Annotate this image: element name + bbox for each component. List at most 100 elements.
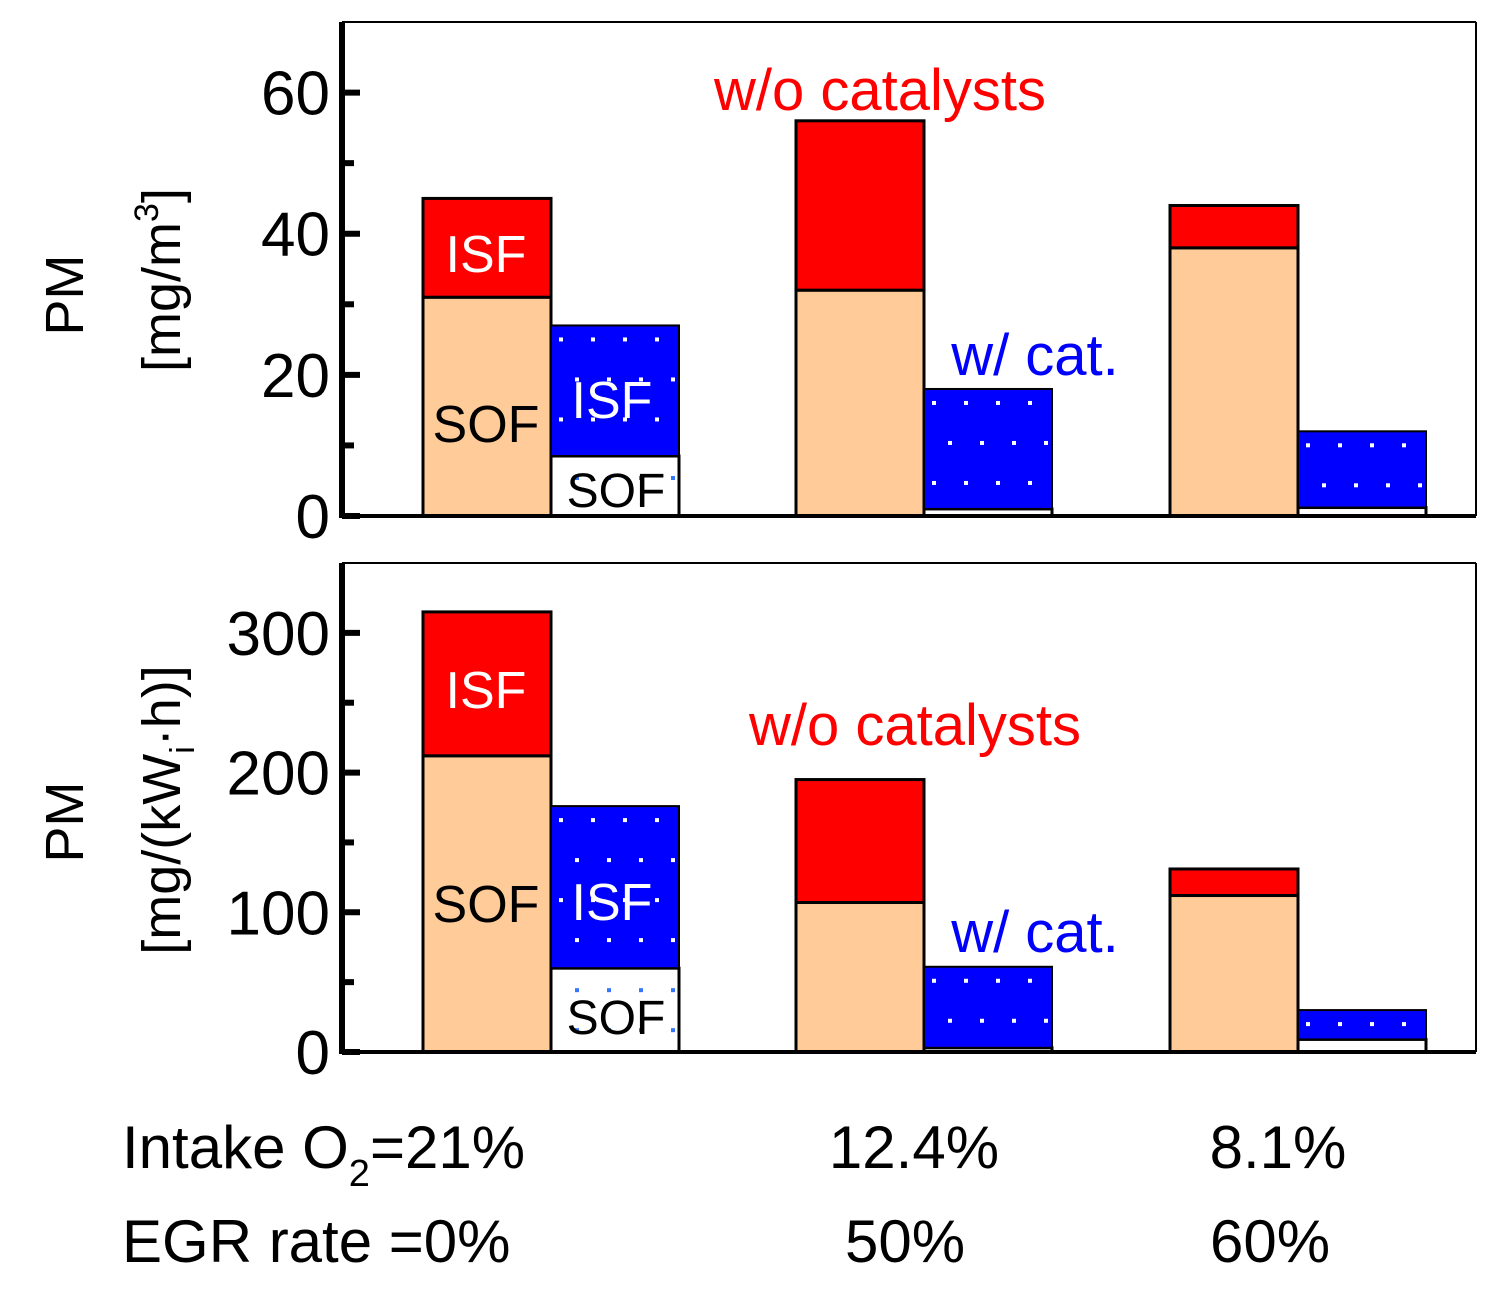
bar-cat-isf-dots-1 xyxy=(932,978,1048,1023)
pattern-dot xyxy=(948,1018,952,1023)
pattern-dot xyxy=(575,1028,579,1033)
pattern-dot xyxy=(575,858,579,863)
panel-top-yunit-text: [mg/m3] xyxy=(128,188,192,372)
bar-nocat-sof-1 xyxy=(794,288,926,518)
pattern-dot xyxy=(1012,1018,1016,1023)
panel-bottom-cat-label: w/ cat. xyxy=(950,900,1119,965)
pattern-dot xyxy=(964,480,968,485)
pattern-dot xyxy=(559,337,563,342)
pattern-dot xyxy=(996,978,1000,983)
panel-top-bars xyxy=(421,119,1428,518)
pattern-dot xyxy=(623,337,627,342)
bar-nocat-isf-1 xyxy=(794,119,926,292)
panel-bottom-ylabel-text: PM xyxy=(35,782,95,863)
pattern-dot xyxy=(1338,1022,1342,1027)
panel-top-isf-label-nocat: ISF xyxy=(446,226,527,284)
pattern-dot xyxy=(607,938,611,943)
pattern-dot xyxy=(559,417,563,422)
egr-label-1: 50% xyxy=(845,1208,965,1275)
pattern-dot xyxy=(607,858,611,863)
bar-nocat-isf-2 xyxy=(1168,867,1300,898)
panel-top-sof-label-cat: SOF xyxy=(567,465,666,518)
pattern-dot xyxy=(623,898,627,903)
x-category-labels: Intake O2=21% 12.4% 8.1% EGR rate =0% 50… xyxy=(122,1114,1346,1275)
y-tick-label: 60 xyxy=(261,60,330,129)
pattern-dot xyxy=(1370,443,1374,448)
egr-label-2: 60% xyxy=(1210,1208,1330,1275)
bar-nocat-sof-1 xyxy=(794,901,926,1054)
bar-cat-isf-0 xyxy=(550,324,680,458)
pattern-dot xyxy=(559,818,563,823)
panel-bottom-bars xyxy=(421,610,1428,1054)
panel-bottom-isf-label-cat: ISF xyxy=(572,874,653,932)
pattern-dot xyxy=(639,988,643,993)
pattern-dot xyxy=(1306,443,1310,448)
pattern-dot xyxy=(1386,483,1390,488)
pattern-dot xyxy=(1044,440,1048,445)
y-tick-label: 0 xyxy=(296,483,330,552)
intake-label-0: Intake O2=21% xyxy=(122,1114,525,1195)
y-tick-label: 0 xyxy=(296,1019,330,1088)
panel-bottom-sof-label-nocat: SOF xyxy=(433,876,540,934)
pattern-dot xyxy=(980,1018,984,1023)
pattern-dot xyxy=(671,858,675,863)
panel-bottom-ticks: 0 100 200 300 xyxy=(227,600,360,1088)
pattern-dot xyxy=(591,417,595,422)
bar-nocat-sof-2 xyxy=(1168,246,1300,518)
panel-top-sof-label-nocat: SOF xyxy=(433,396,540,454)
panel-top-no-cat-label: w/o catalysts xyxy=(713,58,1046,123)
pattern-dot xyxy=(607,1028,611,1033)
bar-nocat-isf-0 xyxy=(421,610,553,758)
pattern-dot xyxy=(932,480,936,485)
intake-label-1: 12.4% xyxy=(829,1114,999,1181)
pattern-dot xyxy=(1044,1018,1048,1023)
pattern-dot xyxy=(1322,483,1326,488)
pattern-dot xyxy=(639,1028,643,1033)
y-tick-label: 300 xyxy=(227,600,330,669)
bar-cat-isf-0 xyxy=(550,805,680,970)
bar-cat-isf-1 xyxy=(923,387,1053,510)
panel-top-isf-label-cat: ISF xyxy=(572,372,653,430)
panel-bottom-axes xyxy=(339,562,1477,1054)
pattern-dot xyxy=(575,377,579,382)
pattern-dot xyxy=(1338,443,1342,448)
pattern-dot xyxy=(671,988,675,993)
bar-nocat-sof-0 xyxy=(421,295,553,518)
panel-top-cat-label: w/ cat. xyxy=(950,323,1119,388)
pattern-dot xyxy=(1028,480,1032,485)
pattern-dot xyxy=(591,818,595,823)
pattern-dot xyxy=(932,400,936,405)
panel-top-ylabel: PM xyxy=(35,255,95,336)
pattern-dot xyxy=(639,476,643,481)
bar-cat-isf-2 xyxy=(1297,430,1427,509)
pattern-dot xyxy=(948,440,952,445)
pattern-dot xyxy=(932,978,936,983)
bar-cat-isf-dots-0 xyxy=(559,337,675,481)
pattern-dot xyxy=(671,377,675,382)
panel-bottom-ylabel: PM xyxy=(35,782,95,863)
pattern-dot xyxy=(1306,1022,1310,1027)
pattern-dot xyxy=(671,1028,675,1033)
pattern-dot xyxy=(655,417,659,422)
bar-cat-isf-dots-1 xyxy=(932,400,1048,485)
y-tick-label: 40 xyxy=(261,201,330,270)
panel-bottom-sof-label-cat: SOF xyxy=(567,992,666,1045)
pattern-dot xyxy=(1402,1022,1406,1027)
pattern-dot xyxy=(655,898,659,903)
pattern-dot xyxy=(980,440,984,445)
pattern-dot xyxy=(671,938,675,943)
pattern-dot xyxy=(1402,443,1406,448)
pattern-dot xyxy=(575,988,579,993)
pattern-dot xyxy=(996,400,1000,405)
bar-cat-isf-dots-2 xyxy=(1306,443,1422,488)
pattern-dot xyxy=(1028,978,1032,983)
bar-nocat-isf-0 xyxy=(421,196,553,299)
pattern-dot xyxy=(639,938,643,943)
pattern-dot xyxy=(996,480,1000,485)
intake-label-2: 8.1% xyxy=(1210,1114,1347,1181)
pattern-dot xyxy=(623,417,627,422)
panel-top-ticks: 0 20 40 60 xyxy=(261,60,360,552)
pattern-dot xyxy=(1012,440,1016,445)
y-tick-label: 20 xyxy=(261,342,330,411)
